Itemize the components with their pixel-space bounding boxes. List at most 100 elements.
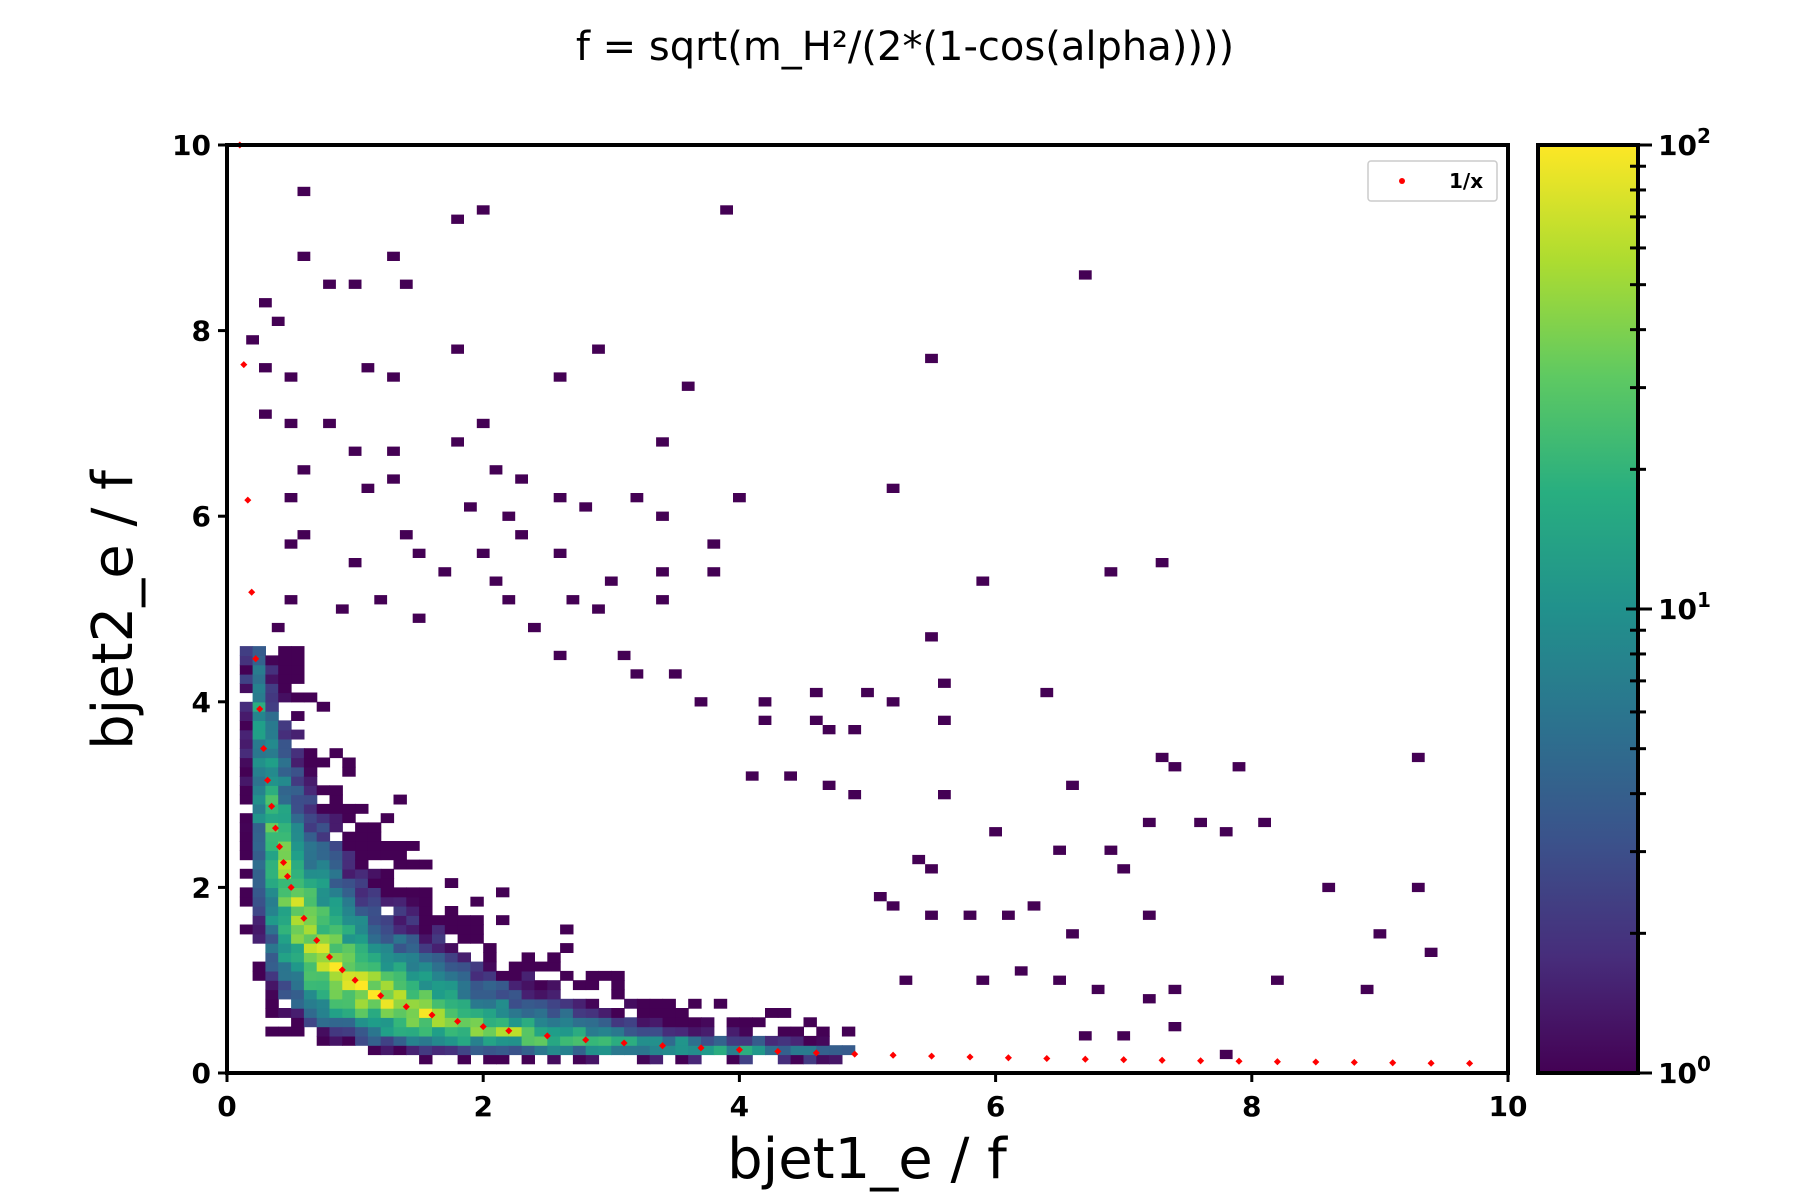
histogram-cell [451,214,464,224]
histogram-cell [252,859,266,870]
histogram-cell [432,1045,446,1056]
histogram-cell [636,1017,651,1028]
histogram-cell [239,868,254,879]
x-tick-label: 6 [986,1090,1005,1123]
histogram-cell [822,780,836,790]
histogram-cell [560,1026,574,1037]
histogram-cell [284,539,298,549]
histogram-cell [636,1035,651,1046]
histogram-cell [777,1026,792,1037]
histogram-cell [444,961,459,972]
histogram-cell [925,353,938,364]
histogram-cell [406,933,420,944]
histogram-cell [291,729,305,740]
histogram-cell [560,1008,574,1018]
histogram-cell [380,868,395,879]
histogram-cell [547,1035,561,1046]
histogram-cell [355,915,369,926]
histogram-cell [528,622,541,633]
histogram-cell [585,998,600,1009]
histogram-cell [790,1026,804,1037]
histogram-cell [291,692,305,703]
curve-point [279,858,288,867]
histogram-cell [444,943,459,953]
histogram-cell [406,915,420,926]
histogram-cell [470,924,484,935]
histogram-cell [809,715,823,725]
histogram-cell [316,831,331,842]
histogram-cell [348,558,362,568]
curve-point [928,1052,936,1060]
histogram-cell [367,822,382,833]
histogram-cell [598,1035,612,1046]
histogram-cell [303,1008,318,1018]
histogram-cell [534,1026,548,1037]
histogram-cell [406,887,420,898]
histogram-cell [406,1008,420,1018]
histogram-cell [367,933,382,944]
histogram-cell [284,595,298,605]
histogram-cell [406,952,420,963]
histogram-cell [483,1008,497,1018]
histogram-cell [419,1045,433,1056]
histogram-cell [1053,975,1066,985]
histogram-cell [1053,845,1066,855]
histogram-cell [656,595,669,605]
histogram-cell [367,989,382,1000]
histogram-cell [816,1054,830,1065]
histogram-cell [444,915,459,926]
histogram-cell [265,933,279,944]
histogram-cell [419,896,433,907]
histogram-cell [406,943,420,953]
curve-point [1081,1055,1089,1063]
histogram-cell [675,1008,689,1018]
histogram-cell [617,650,631,661]
histogram-cell [278,831,292,842]
histogram-cell [1219,827,1233,837]
histogram-cell [316,803,331,814]
histogram-cell [534,989,548,1000]
curve-point [275,843,284,851]
histogram-cell [886,901,900,911]
histogram-cell [380,915,395,926]
histogram-cell [323,279,336,289]
histogram-cell [316,813,331,824]
histogram-cell [387,251,400,261]
histogram-cell [239,776,254,786]
histogram-cell [342,1017,356,1028]
histogram-cell [265,813,279,824]
histogram-cell [560,970,574,981]
histogram-cell [701,1017,715,1028]
histogram-cell [585,1035,600,1046]
histogram-cell [278,868,292,879]
histogram-cell [483,998,497,1009]
legend-label: 1/x [1449,169,1483,193]
histogram-cell [822,725,836,735]
histogram-cell [938,678,951,688]
histogram-cell [342,1035,356,1046]
histogram-cell [624,1017,638,1028]
histogram-cell [470,998,484,1009]
histogram-cell [432,943,446,953]
curve-point [351,976,359,984]
histogram-cell [278,766,292,777]
curve-point [1158,1056,1166,1064]
histogram-cell [496,1026,510,1037]
histogram-cell [502,595,516,605]
histogram-cell [265,683,279,694]
curve-point [1350,1058,1358,1066]
histogram-cell [925,864,938,874]
histogram-cell [265,776,279,786]
histogram-cell [303,757,318,768]
histogram-cell [329,1026,343,1037]
histogram-cell [239,674,254,684]
histogram-cell [630,669,644,679]
histogram-cell [777,1035,792,1046]
histogram-cell [252,711,266,721]
histogram-cell [419,915,433,926]
histogram-cell [419,906,433,916]
histogram-cell [303,692,318,703]
histogram-cell [278,646,292,656]
histogram-cell [329,906,343,916]
